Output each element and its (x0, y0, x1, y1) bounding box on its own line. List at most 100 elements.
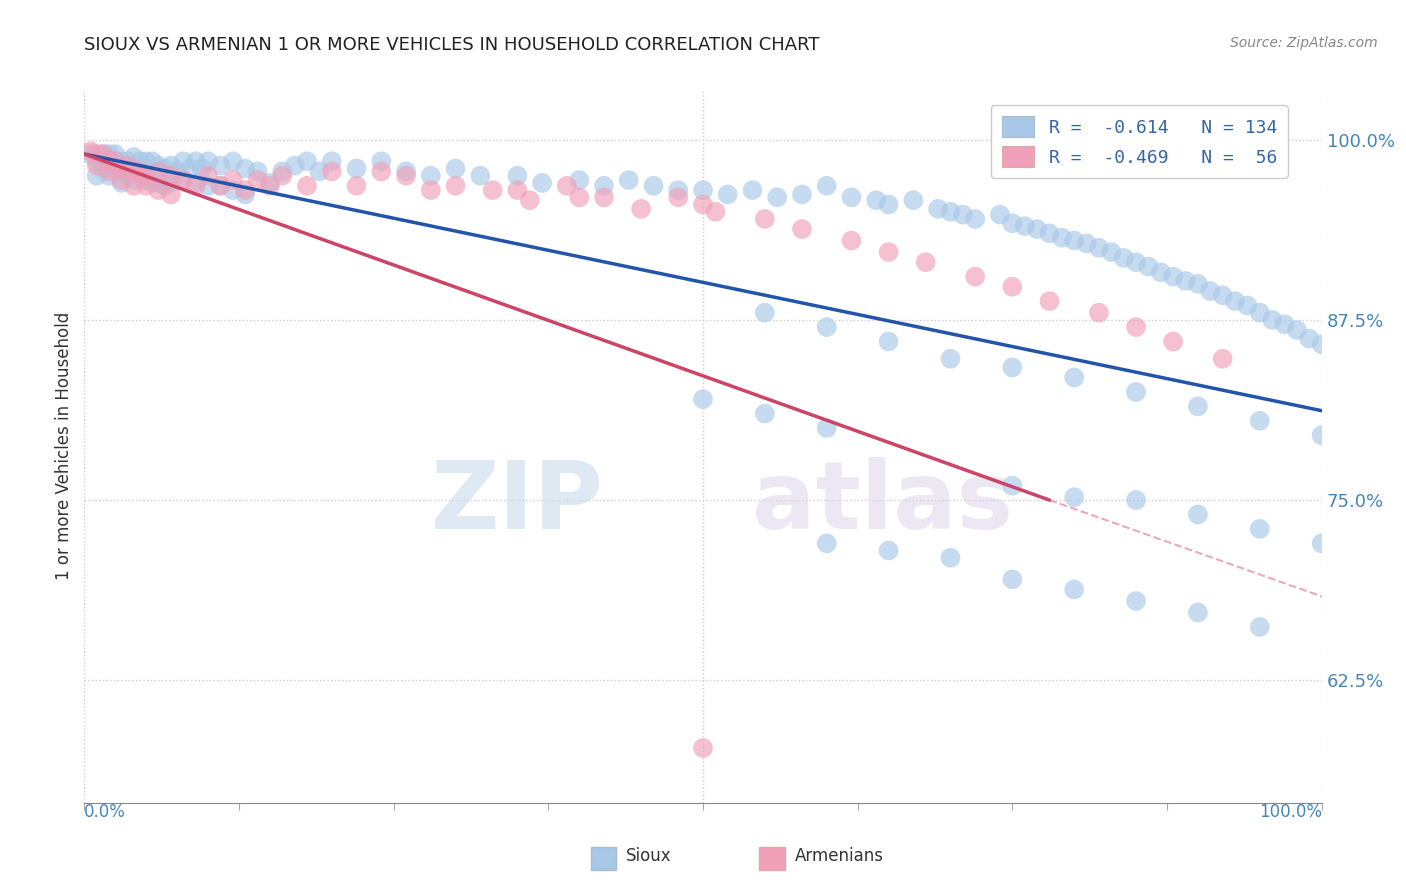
Point (877, 334, 900, 349)
Point (153, 161, 176, 176)
Point (692, 183, 714, 197)
Point (395, 164, 418, 178)
Point (1187, 400, 1209, 414)
Point (233, 183, 256, 197)
Text: Sioux: Sioux (626, 847, 671, 865)
Point (110, 154, 132, 169)
Point (1001, 216, 1024, 230)
Point (179, 161, 201, 176)
Point (1212, 288, 1234, 302)
Point (148, 176, 170, 190)
Point (531, 176, 554, 190)
Point (1088, 241, 1111, 255)
Point (259, 176, 281, 190)
Point (79, 144, 101, 158)
Point (135, 169, 157, 183)
Point (321, 154, 343, 169)
Point (1249, 522, 1271, 536)
Point (1261, 313, 1284, 327)
Point (1236, 298, 1258, 312)
Point (209, 159, 232, 173)
Point (141, 176, 163, 190)
Point (370, 164, 392, 178)
Point (395, 169, 418, 183)
Point (841, 234, 863, 248)
Point (754, 211, 776, 226)
Point (271, 164, 294, 178)
Point (593, 178, 616, 193)
Point (1174, 274, 1197, 288)
Point (1150, 265, 1173, 279)
Point (1063, 582, 1085, 597)
Point (172, 154, 194, 169)
Point (148, 159, 170, 173)
Point (1099, 245, 1122, 260)
Point (122, 150, 145, 164)
Point (110, 176, 132, 190)
Point (1001, 478, 1024, 492)
Point (790, 222, 813, 236)
Point (98, 169, 121, 183)
Point (104, 154, 127, 169)
Point (965, 211, 987, 226)
Point (1125, 320, 1147, 334)
Point (877, 197, 900, 211)
Point (643, 178, 665, 193)
Point (927, 202, 949, 216)
Point (160, 169, 183, 183)
Point (1274, 317, 1296, 331)
Point (1298, 332, 1320, 346)
Point (284, 159, 307, 173)
Point (815, 320, 838, 334)
Point (160, 159, 183, 173)
Point (815, 421, 838, 435)
Point (419, 183, 441, 197)
Point (172, 173, 194, 187)
Point (470, 169, 492, 183)
Point (246, 173, 269, 187)
Point (184, 154, 207, 169)
Point (233, 161, 256, 176)
Point (1285, 323, 1308, 337)
Y-axis label: 1 or more Vehicles in Household: 1 or more Vehicles in Household (55, 312, 73, 580)
Point (197, 154, 219, 169)
Point (666, 190, 689, 204)
Point (444, 178, 467, 193)
Point (172, 173, 194, 187)
Point (1050, 230, 1073, 244)
Point (122, 164, 145, 178)
Point (1125, 493, 1147, 508)
Point (1249, 306, 1271, 320)
Point (939, 550, 962, 565)
Point (1125, 594, 1147, 608)
Point (692, 392, 714, 406)
Point (160, 187, 183, 202)
Point (1001, 279, 1024, 293)
Point (308, 164, 330, 178)
Point (98, 154, 121, 169)
Point (86, 147, 108, 161)
Point (1187, 606, 1209, 620)
Point (98, 164, 121, 178)
Point (295, 154, 318, 169)
Point (1088, 306, 1111, 320)
Point (593, 190, 616, 204)
Point (841, 190, 863, 204)
Point (568, 173, 591, 187)
Point (117, 159, 139, 173)
Point (1137, 260, 1160, 274)
Point (1125, 384, 1147, 399)
Point (741, 183, 763, 197)
Text: atlas: atlas (752, 457, 1014, 549)
Point (91, 161, 114, 176)
Point (104, 147, 127, 161)
Point (692, 197, 714, 211)
Point (865, 193, 887, 207)
Point (110, 173, 132, 187)
Point (877, 245, 900, 260)
Point (184, 176, 207, 190)
Point (135, 178, 157, 193)
Point (1038, 294, 1060, 309)
Point (444, 161, 467, 176)
Point (555, 178, 578, 193)
